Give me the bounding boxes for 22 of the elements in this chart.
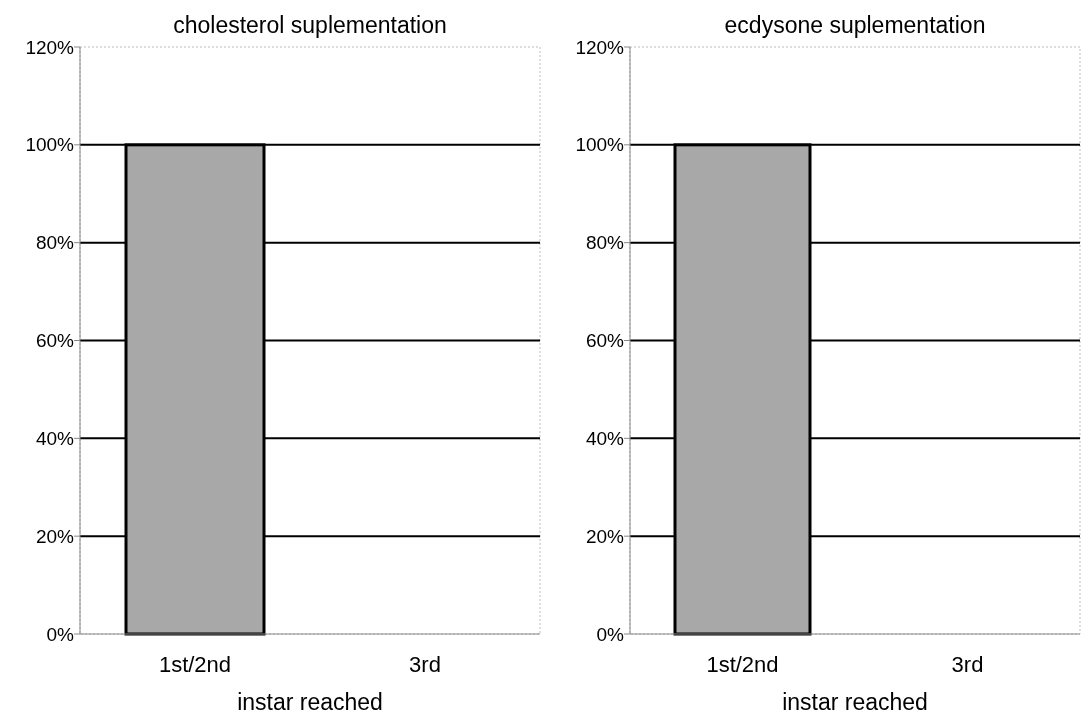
y-tick-label: 100% bbox=[25, 134, 75, 156]
x-tick-label: 3rd bbox=[951, 652, 984, 677]
y-tick-label: 0% bbox=[596, 623, 625, 645]
y-tick-label: 60% bbox=[35, 330, 75, 352]
x-tick-label: 1st/2nd bbox=[706, 652, 779, 677]
y-tick-label: 40% bbox=[585, 427, 625, 449]
y-tick-label: 80% bbox=[585, 232, 625, 254]
y-tick-label: 120% bbox=[25, 36, 75, 58]
y-tick-label: 40% bbox=[35, 427, 75, 449]
chart-title: cholesterol suplementation bbox=[173, 12, 447, 38]
chart-title: ecdysone suplementation bbox=[724, 12, 986, 38]
x-tick-label: 3rd bbox=[409, 652, 441, 677]
y-tick-label: 0% bbox=[46, 623, 75, 645]
y-tick-label: 80% bbox=[35, 232, 75, 254]
y-tick-label: 60% bbox=[585, 330, 625, 352]
x-axis-title: instar reached bbox=[782, 689, 928, 715]
y-tick-label: 20% bbox=[585, 525, 625, 547]
y-tick-label: 20% bbox=[35, 525, 75, 547]
x-axis-title: instar reached bbox=[237, 689, 383, 715]
y-tick-label: 100% bbox=[575, 134, 625, 156]
y-tick-label: 120% bbox=[575, 36, 625, 58]
x-tick-label: 1st/2nd bbox=[158, 652, 232, 677]
